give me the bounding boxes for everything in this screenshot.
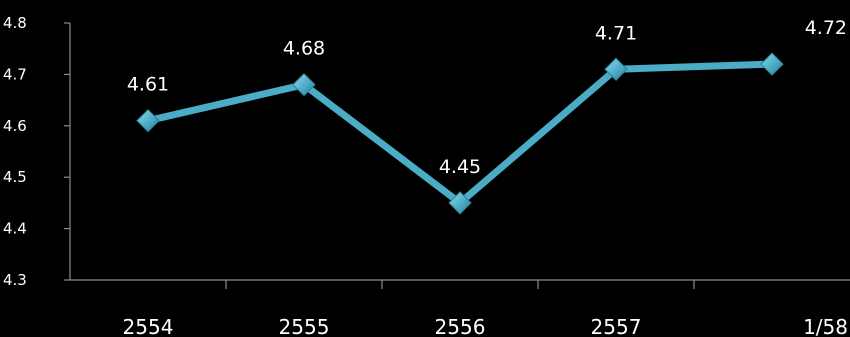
data-labels: 4.61 4.68 4.45 4.71 4.72 — [127, 17, 847, 178]
data-point-marker — [604, 57, 628, 81]
y-tick-label: 4.6 — [3, 117, 27, 135]
series-markers — [136, 52, 784, 215]
data-point-marker — [448, 191, 472, 215]
x-tick-label: 2555 — [279, 315, 330, 337]
series-line — [144, 60, 776, 207]
y-axis-ticks: 4.3 4.4 4.5 4.6 4.7 4.8 — [3, 14, 70, 289]
y-tick-label: 4.3 — [3, 271, 27, 289]
data-point-marker — [760, 52, 784, 76]
y-tick-label: 4.7 — [3, 65, 27, 83]
data-point-marker — [136, 108, 160, 133]
data-label: 4.45 — [439, 156, 481, 178]
data-label: 4.72 — [805, 17, 847, 39]
x-tick-label: 2554 — [123, 315, 174, 337]
y-tick-label: 4.8 — [3, 14, 27, 32]
axes — [69, 23, 850, 281]
x-tick-label: 2557 — [591, 315, 642, 337]
data-label: 4.71 — [595, 22, 637, 44]
data-label: 4.68 — [283, 38, 325, 60]
x-tick-label: 2556 — [435, 315, 486, 337]
series-line-path — [144, 60, 776, 207]
data-label: 4.61 — [127, 74, 169, 96]
data-point-marker — [292, 72, 316, 97]
y-tick-label: 4.4 — [3, 220, 27, 238]
x-tick-label: 1/58 — [803, 315, 848, 337]
y-tick-label: 4.5 — [3, 168, 27, 186]
x-axis-ticks: 2554 2555 2556 2557 1/58 — [123, 280, 848, 337]
